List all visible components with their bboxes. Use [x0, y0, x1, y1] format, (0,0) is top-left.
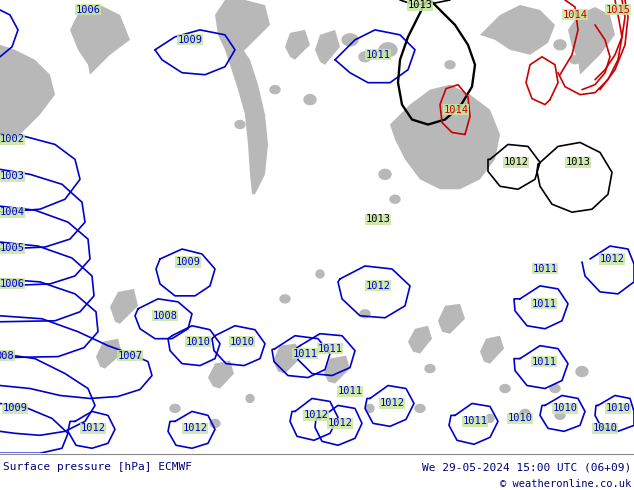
Text: 1012: 1012: [380, 398, 404, 409]
Text: 1011: 1011: [462, 416, 488, 426]
Ellipse shape: [210, 419, 220, 427]
Polygon shape: [0, 0, 25, 145]
Polygon shape: [480, 5, 555, 55]
Polygon shape: [390, 85, 500, 189]
Text: 1004: 1004: [0, 207, 25, 217]
Text: 1009: 1009: [176, 257, 200, 267]
Text: 1010: 1010: [552, 403, 578, 414]
Polygon shape: [215, 0, 270, 65]
Text: 1010: 1010: [230, 337, 254, 347]
Polygon shape: [230, 45, 268, 194]
Text: 1009: 1009: [3, 403, 27, 414]
Ellipse shape: [170, 404, 180, 413]
Ellipse shape: [555, 412, 565, 419]
Ellipse shape: [550, 385, 560, 392]
Ellipse shape: [270, 86, 280, 94]
Ellipse shape: [342, 34, 358, 46]
Polygon shape: [568, 7, 615, 74]
Text: 1012: 1012: [328, 418, 353, 428]
Text: 1010: 1010: [507, 414, 533, 423]
Text: 1015: 1015: [605, 5, 630, 15]
Text: Surface pressure [hPa] ECMWF: Surface pressure [hPa] ECMWF: [3, 462, 192, 472]
Polygon shape: [110, 289, 138, 324]
Text: 1011: 1011: [318, 343, 342, 354]
Text: 1012: 1012: [304, 411, 328, 420]
Polygon shape: [438, 304, 465, 334]
Text: 1010: 1010: [605, 403, 630, 414]
Ellipse shape: [304, 95, 316, 104]
Ellipse shape: [520, 410, 530, 417]
Polygon shape: [96, 339, 122, 368]
Text: 1012: 1012: [503, 157, 529, 168]
Ellipse shape: [415, 404, 425, 413]
Text: 1013: 1013: [566, 157, 590, 168]
Ellipse shape: [246, 394, 254, 402]
Ellipse shape: [379, 43, 397, 57]
Text: We 29-05-2024 15:00 UTC (06+09): We 29-05-2024 15:00 UTC (06+09): [422, 462, 631, 472]
Ellipse shape: [316, 270, 324, 278]
Ellipse shape: [379, 170, 391, 179]
Polygon shape: [70, 5, 130, 74]
Polygon shape: [315, 30, 340, 65]
Polygon shape: [480, 336, 504, 364]
Text: 008: 008: [0, 351, 15, 361]
Text: 1011: 1011: [533, 264, 557, 274]
Polygon shape: [285, 30, 310, 60]
Ellipse shape: [235, 121, 245, 128]
Text: 1012: 1012: [81, 423, 105, 433]
Text: 1014: 1014: [562, 10, 588, 20]
Text: 1003: 1003: [0, 172, 25, 181]
Text: 1011: 1011: [531, 357, 557, 367]
Text: © weatheronline.co.uk: © weatheronline.co.uk: [500, 480, 631, 490]
Ellipse shape: [445, 61, 455, 69]
Text: 1007: 1007: [117, 351, 143, 361]
Text: 1011: 1011: [365, 50, 391, 60]
Text: 1014: 1014: [444, 104, 469, 115]
Ellipse shape: [500, 385, 510, 392]
Text: 1012: 1012: [183, 423, 207, 433]
Ellipse shape: [576, 367, 588, 376]
Ellipse shape: [486, 415, 494, 422]
Text: 1011: 1011: [531, 299, 557, 309]
Polygon shape: [273, 343, 300, 373]
Text: 1013: 1013: [365, 214, 391, 224]
Text: 1013: 1013: [408, 0, 432, 10]
Text: 1005: 1005: [0, 243, 25, 253]
Ellipse shape: [570, 56, 580, 64]
Polygon shape: [408, 326, 432, 354]
Polygon shape: [324, 356, 350, 384]
Text: 1010: 1010: [186, 337, 210, 347]
Text: 1009: 1009: [178, 35, 202, 45]
Text: 1011: 1011: [337, 387, 363, 396]
Ellipse shape: [359, 52, 371, 62]
Polygon shape: [208, 361, 234, 389]
Text: 1011: 1011: [292, 348, 318, 359]
Ellipse shape: [554, 40, 566, 50]
Ellipse shape: [390, 195, 400, 203]
Text: 1006: 1006: [75, 5, 101, 15]
Ellipse shape: [425, 365, 435, 372]
Text: 1012: 1012: [365, 281, 391, 291]
Text: 1008: 1008: [153, 311, 178, 321]
Ellipse shape: [280, 295, 290, 303]
Polygon shape: [0, 45, 55, 145]
Text: 1006: 1006: [0, 279, 25, 289]
Ellipse shape: [366, 404, 374, 413]
Text: 1012: 1012: [600, 254, 624, 264]
Text: 1002: 1002: [0, 134, 25, 145]
Text: 1010: 1010: [593, 423, 618, 433]
Ellipse shape: [360, 310, 370, 318]
